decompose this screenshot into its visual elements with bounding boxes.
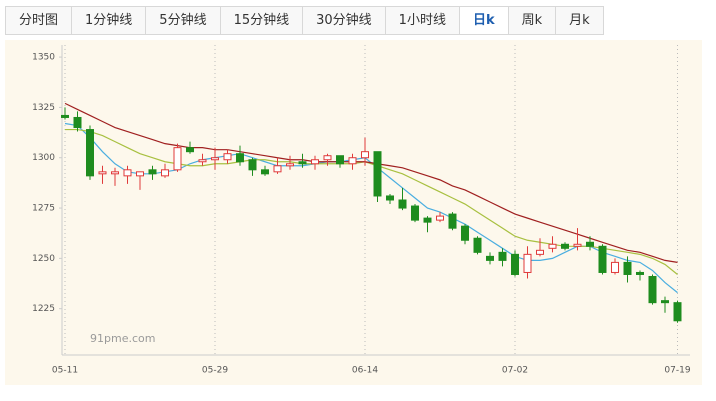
tab[interactable]: 15分钟线 [219,6,304,35]
y-tick-label: 1350 [32,53,55,63]
tab[interactable]: 30分钟线 [302,6,386,35]
candle-body [548,243,557,249]
candle-body [611,261,619,273]
candle-body [261,169,269,175]
candle-body [648,275,657,304]
candle-body [336,155,344,165]
tab[interactable]: 5分钟线 [145,6,221,35]
candle-body [73,116,82,129]
candle-body [623,261,632,275]
candle-body [186,147,194,153]
candle-body [511,253,519,275]
y-tick-label: 1325 [32,103,55,113]
tab[interactable]: 分时图 [5,6,73,35]
candle-body [161,169,169,177]
x-tick-label: 05-11 [52,366,78,376]
candle-body [398,199,407,209]
tab-bar: 分时图 1分钟线 5分钟线 15分钟线 30分钟线 1小时线 日k 周k 月k [5,6,604,35]
candle-body [498,251,507,261]
y-tick-label: 1275 [32,204,55,214]
tab[interactable]: 日k [458,6,509,35]
candle-body [461,225,469,241]
candle-body [436,215,444,221]
chart-background [5,40,702,385]
candle-body [173,147,182,171]
tab[interactable]: 1小时线 [384,6,460,35]
candle-body [311,159,319,165]
candle-body [273,165,282,173]
moving-average-line [64,102,678,263]
candle-body [386,195,394,201]
candle-body [661,300,669,304]
candle-body [211,157,219,161]
tab[interactable]: 周k [507,6,557,35]
candle-body [323,155,332,161]
candle-body [348,157,357,165]
candle-body [486,255,494,261]
candle-body [236,153,244,163]
tab[interactable]: 月k [555,6,604,35]
candle-body [98,171,107,175]
candle-body [223,153,232,161]
candle-body [298,161,307,165]
candle-body [361,151,369,159]
x-tick-label: 07-02 [502,366,528,376]
candle-body [373,151,382,197]
candle-body [473,237,482,253]
candle-body [448,213,457,229]
candle-body [286,163,294,167]
candle-body [523,253,532,273]
candle-body [598,245,607,273]
candle-body [636,271,644,275]
tab[interactable]: 1分钟线 [71,6,147,35]
x-tick-label: 05-29 [202,366,228,376]
candle-body [61,114,69,118]
candle-body [673,302,682,322]
candle-body [136,171,144,177]
candle-body [86,129,94,177]
candle-body [561,243,569,249]
candle-body [586,241,594,247]
candle-body [148,169,157,175]
candle-body [573,243,582,247]
y-tick-label: 1300 [32,153,55,163]
candle-body [536,249,544,255]
watermark: 91pme.com [90,332,155,345]
candle-body [423,217,432,223]
candle-body [111,171,119,175]
y-tick-label: 1250 [32,254,55,264]
candle-body [248,159,257,171]
y-tick-label: 1225 [32,304,55,314]
candle-body [198,159,207,163]
x-tick-label: 06-14 [352,366,378,376]
x-tick-label: 07-19 [664,366,690,376]
candle-body [411,205,419,221]
candle-body [123,169,132,177]
